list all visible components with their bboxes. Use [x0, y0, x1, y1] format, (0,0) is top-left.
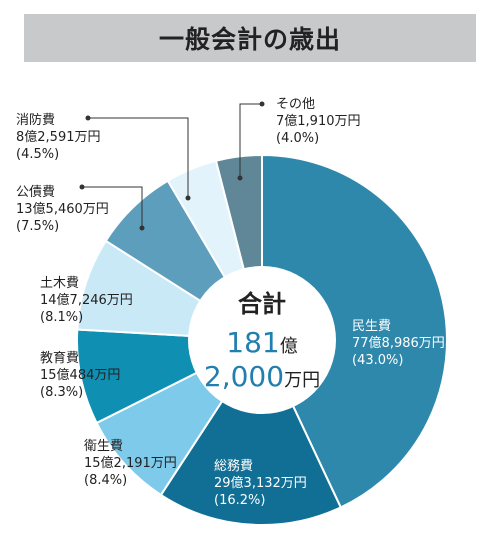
slice-label-percent: (43.0%) — [352, 353, 403, 368]
total-oku-value: 181 — [226, 326, 279, 359]
slice-label-name: その他 — [276, 97, 315, 112]
slice-label-amount: 29億3,132万円 — [214, 475, 307, 491]
leader-dot — [185, 195, 191, 201]
total-man-value: 2,000 — [204, 360, 284, 393]
slice-label-percent: (7.5%) — [16, 219, 59, 234]
slice-label-percent: (8.3%) — [40, 385, 83, 400]
slice-label-amount: 77億8,986万円 — [352, 335, 445, 351]
pie-slice — [159, 337, 343, 526]
slice-label-percent: (16.2%) — [214, 493, 265, 508]
slice-label-percent: (4.0%) — [276, 131, 319, 146]
slice-label-name: 土木費 — [40, 276, 79, 291]
total-title: 合計 — [238, 290, 286, 318]
leader-dot — [259, 101, 265, 107]
slice-label-name: 衛生費 — [84, 439, 123, 454]
donut-hole — [188, 266, 336, 414]
leader-dot — [237, 175, 243, 181]
slice-label-amount: 13億5,460万円 — [16, 201, 109, 217]
leader-dot — [85, 115, 91, 121]
slice-label-amount: 15億2,191万円 — [84, 455, 177, 471]
pie-slice — [261, 153, 448, 509]
slice-label-name: 公債費 — [16, 185, 55, 200]
slice-label-percent: (4.5%) — [16, 147, 59, 162]
leader-lines — [79, 101, 265, 231]
total-line-1: 181億 — [226, 326, 297, 359]
slice-label-name: 総務費 — [214, 459, 253, 474]
total-oku-unit: 億 — [280, 336, 298, 357]
slice-label-name: 民生費 — [352, 319, 391, 334]
leader-line — [88, 117, 189, 198]
slice-label-percent: (8.1%) — [40, 310, 83, 325]
total-man-unit: 万円 — [284, 370, 320, 391]
slice-label-amount: 8億2,591万円 — [16, 129, 101, 145]
slice-label-percent: (8.4%) — [84, 473, 127, 488]
slice-label-name: 消防費 — [16, 112, 55, 128]
leader-line — [239, 103, 262, 178]
chart-title: 一般会計の歳出 — [158, 25, 341, 54]
slice-label-amount: 15億484万円 — [40, 367, 120, 383]
total-line-2: 2,000万円 — [204, 360, 320, 393]
slice-label-name: 教育費 — [40, 350, 79, 366]
slice-label-amount: 7億1,910万円 — [276, 113, 361, 129]
leader-line — [82, 186, 143, 228]
leader-dot — [139, 225, 145, 231]
leader-dot — [79, 184, 85, 190]
slice-label-amount: 14億7,246万円 — [40, 292, 133, 308]
title-bar: 一般会計の歳出 — [24, 14, 476, 62]
